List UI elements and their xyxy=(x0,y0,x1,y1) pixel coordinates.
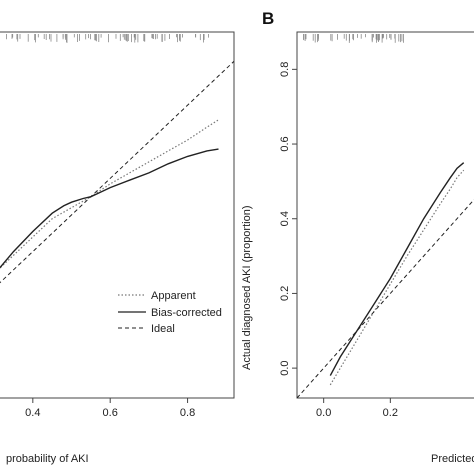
panel-a-rug-ticks xyxy=(6,34,209,43)
panel-b-x-tick-label: 0.2 xyxy=(383,407,398,419)
panel-a-series-bias-corrected xyxy=(0,148,219,269)
panel-b-x-tick-label: 0.0 xyxy=(316,407,331,419)
panel-b-label: B xyxy=(262,9,274,28)
panel-b-y-tick-label: 0.2 xyxy=(279,286,291,301)
legend-ideal-label: Ideal xyxy=(151,323,175,335)
legend-apparent-label: Apparent xyxy=(151,290,196,302)
panel-b-series-bias-corrected xyxy=(329,162,465,376)
panel-b-y-tick-label: 0.8 xyxy=(279,62,291,77)
panel-b-y-tick-label: 0.0 xyxy=(279,360,291,375)
panel-b-curves xyxy=(297,162,474,398)
panel-a-x-tick-label: 0.4 xyxy=(25,407,40,419)
panel-a-legend: Apparent Bias-corrected Ideal xyxy=(118,290,222,335)
panel-b-x-title: Predicted xyxy=(431,453,474,465)
panel-a-series-apparent xyxy=(0,119,219,269)
panel-a-frame xyxy=(0,31,235,399)
panel-b-y-tick-label: 0.4 xyxy=(279,211,291,226)
panel-a-x-tick-label: 0.6 xyxy=(103,407,118,419)
panel-a-x-tick-label: 0.8 xyxy=(180,407,195,419)
panel-a-curves xyxy=(0,60,234,284)
panel-b-rug-ticks xyxy=(303,34,404,43)
panel-b-y-tick-label: 0.6 xyxy=(279,136,291,151)
legend-bias-label: Bias-corrected xyxy=(151,307,222,319)
panel-b-frame xyxy=(296,31,474,399)
panel-a-series-ideal xyxy=(0,60,234,284)
panel-b-series-ideal xyxy=(297,198,474,398)
panel-b-y-title: Actual diagnosed AKI (proportion) xyxy=(241,206,253,371)
panel-b-series-apparent xyxy=(329,169,465,386)
panel-a-x-axis: 0.4 0.6 0.8 xyxy=(25,398,195,419)
panel-b-axes: 0.0 0.2 0.0 0.2 0.4 0.6 0.8 xyxy=(279,62,398,419)
panel-a-x-title: probability of AKI xyxy=(6,453,89,465)
